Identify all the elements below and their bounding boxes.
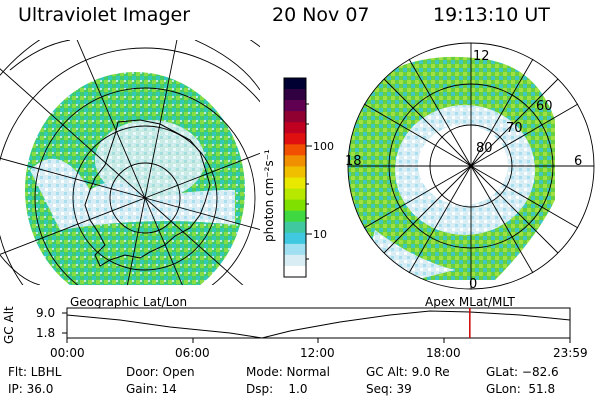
mlat-label-60: 60 [536,99,553,114]
gc-alt-tick-9: 9.0 [36,306,56,320]
info-glon: GLon: 51.8 [486,382,556,396]
info-seq: Seq: 39 [366,382,412,396]
colorbar-band [284,111,306,123]
colorbar-band [284,265,306,278]
colorbar-band [284,188,306,201]
time-tick-0000: 00:00 [50,346,85,360]
colorbar-band [284,78,306,90]
colorbar-band [284,221,306,234]
date-label: 20 Nov 07 [272,4,370,26]
colorbar-tick-10: 10 [313,228,327,241]
time-tick-1200: 12:00 [300,346,335,360]
colorbar-band [284,243,306,256]
magnetic-map: 12 18 6 0 60 70 80 [345,42,595,290]
colorbar-band [284,133,306,145]
colorbar-band [284,122,306,134]
colorbar-band [284,199,306,212]
info-door: Door: Open [126,365,195,379]
colorbar-tick-100: 100 [313,140,334,153]
info-glat: GLat: −82.6 [486,365,559,379]
colorbar-band [284,166,306,179]
time-label: 19:13:10 UT [433,4,550,26]
info-ip: IP: 36.0 [8,382,54,396]
mlat-label-80: 80 [476,141,493,156]
colorbar [283,77,312,278]
info-dsp: Dsp: 1.0 [246,382,308,396]
time-tick-1800: 18:00 [426,346,461,360]
info-gain: Gain: 14 [126,382,177,396]
mlt-grid [348,43,594,289]
gc-alt-tick-1-8: 1.8 [36,326,56,340]
colorbar-unit-label: photon cm⁻²s⁻¹ [262,149,276,242]
info-mode: Mode: Normal [246,365,330,379]
colorbar-band [284,210,306,223]
colorbar-band [284,177,306,190]
time-tick-2359: 23:59 [553,346,588,360]
mlt-label-0: 0 [469,277,477,290]
gc-alt-axis-title: GC Alt [2,306,16,344]
geographic-label: Geographic Lat/Lon [70,295,188,309]
info-gc-alt: GC Alt: 9.0 Re [366,365,450,379]
colorbar-band [284,144,306,156]
longitude-grid [0,40,260,285]
apex-label: Apex MLat/MLT [425,295,515,309]
colorbar-band [284,254,306,267]
colorbar-band [284,89,306,101]
latitude-grid [0,40,260,285]
colorbar-band [284,232,306,245]
mlt-label-12: 12 [473,49,490,64]
colorbar-band [284,100,306,112]
mlt-label-6: 6 [574,154,582,169]
mlt-label-18: 18 [345,154,362,169]
colorbar-band [284,155,306,168]
geographic-map [0,40,260,285]
altitude-timeline [62,307,571,343]
info-flt: Flt: LBHL [8,365,62,379]
mlat-label-70: 70 [506,121,523,136]
app-title: Ultraviolet Imager [18,4,191,26]
time-tick-0600: 06:00 [175,346,210,360]
